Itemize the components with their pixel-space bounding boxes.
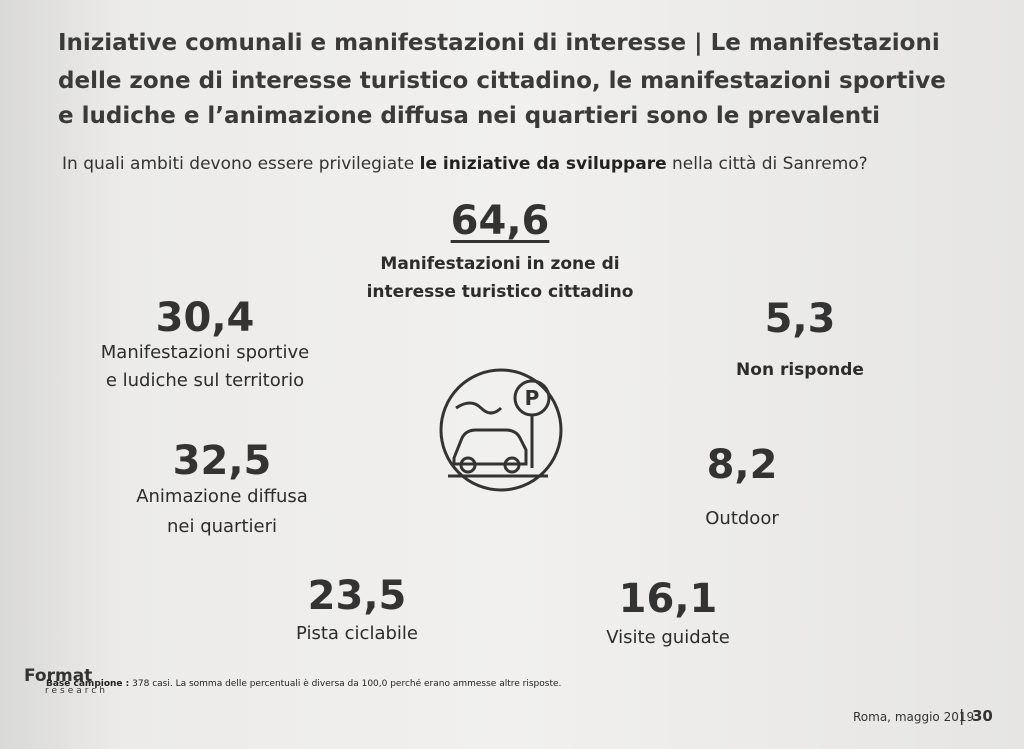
item-label: Pista ciclabile [296, 623, 418, 644]
question: In quali ambiti devono essere privilegia… [62, 154, 868, 174]
question-bold: le iniziative da sviluppare [419, 154, 667, 174]
footer-date: Roma, maggio 2019 [853, 710, 975, 724]
item-label: e ludiche sul territorio [105, 370, 305, 391]
question-suffix: nella città di Sanremo? [672, 154, 868, 174]
title-line: Iniziative comunali e manifestazioni di … [58, 30, 940, 56]
title-line: e ludiche e l’animazione diffusa nei qua… [58, 103, 881, 129]
page-sep: | [959, 706, 965, 725]
title-line: delle zone di interesse turistico cittad… [58, 68, 946, 94]
item-label: Visite guidate [606, 627, 730, 648]
item-value: 5,3 [764, 296, 836, 342]
base-note: Base campione : 378 casi. La somma delle… [46, 679, 561, 689]
item-label: Non risponde [736, 360, 864, 380]
question-prefix: In quali ambiti devono essere privilegia… [62, 154, 415, 174]
item-label: interesse turistico cittadino [366, 282, 634, 302]
item-value: 23,5 [307, 573, 407, 619]
logo-sub: research [45, 686, 108, 696]
item-label: Manifestazioni sportive [100, 342, 310, 363]
item-value: 8,2 [706, 442, 778, 488]
item-label: Outdoor [705, 508, 779, 529]
item-label: Manifestazioni in zone di [380, 254, 620, 274]
item-label: nei quartieri [166, 516, 278, 537]
svg-text:P: P [525, 386, 540, 410]
logo: Format [24, 666, 93, 686]
item-label: Animazione diffusa [136, 486, 308, 507]
base-text: 378 casi. La somma delle percentuali è d… [132, 679, 562, 689]
page-number: 30 [972, 707, 993, 725]
item-value: 30,4 [155, 295, 255, 341]
base-label: Base campione : [46, 679, 130, 689]
item-value: 16,1 [618, 576, 718, 622]
item-value: 64,6 [450, 198, 550, 244]
parking-icon: P [439, 368, 563, 492]
item-value: 32,5 [172, 438, 272, 484]
